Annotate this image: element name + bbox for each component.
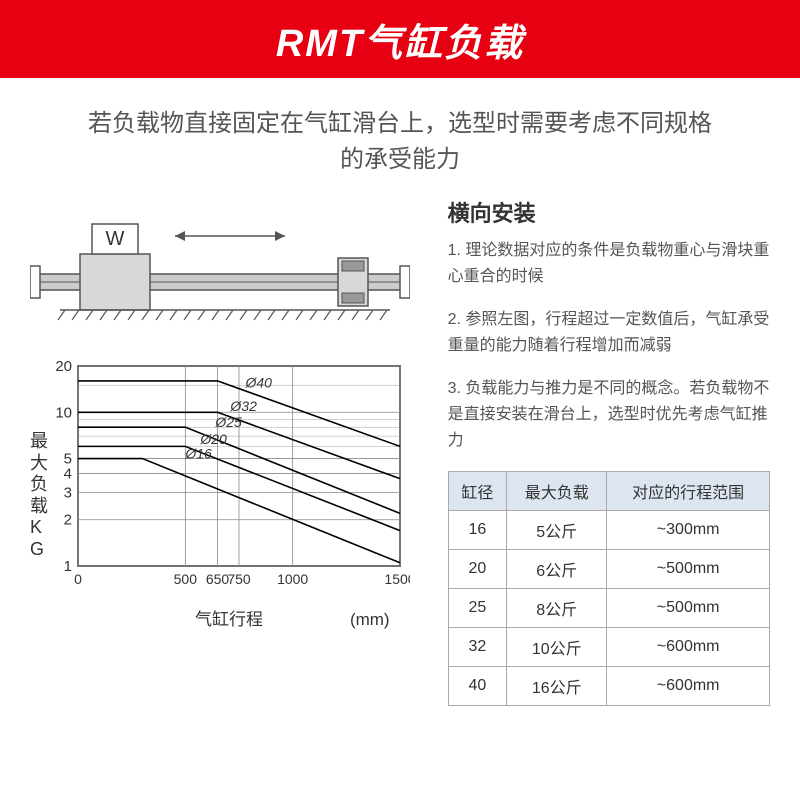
svg-text:10: 10 [55,404,72,421]
left-column: W 最大负载KG 1 2 3 45 10 20 0 500 650750 1000 1500 Ø40 Ø… [30,196,430,706]
svg-text:W: W [106,228,125,250]
table-row: 3210公斤~600mm [448,628,769,667]
svg-text:0: 0 [74,571,82,587]
svg-text:Ø32: Ø32 [229,398,257,414]
note-item: 3. 负载能力与推力是不同的概念。若负载物不是直接安装在滑台上，选型时优先考虑气… [448,376,770,453]
cylinder-diagram: W [30,196,430,326]
header-banner: RMT气缸负载 [0,0,800,78]
main-content: W 最大负载KG 1 2 3 45 10 20 0 500 650750 1000 1500 Ø40 Ø… [0,196,800,706]
y-axis-label: 最大负载KG [30,431,50,561]
svg-text:3: 3 [64,485,72,502]
svg-text:2: 2 [64,512,72,529]
table-row: 165公斤~300mm [448,511,769,550]
note-item: 1. 理论数据对应的条件是负载物重心与滑块重心重合的时候 [448,238,770,289]
table-row: 258公斤~500mm [448,589,769,628]
table-header: 对应的行程范围 [607,472,770,511]
svg-text:20: 20 [55,358,72,375]
page-title: RMT气缸负载 [276,12,524,67]
svg-text:Ø16: Ø16 [184,446,212,462]
svg-text:Ø40: Ø40 [244,374,272,390]
svg-text:5: 5 [64,451,72,468]
right-column: 横向安装 1. 理论数据对应的条件是负载物重心与滑块重心重合的时候 2. 参照左图… [430,196,770,706]
svg-text:4: 4 [64,465,72,482]
note-item: 2. 参照左图，行程超过一定数值后，气缸承受重量的能力随着行程增加而减弱 [448,307,770,358]
svg-text:Ø25: Ø25 [214,414,242,430]
notes-list: 1. 理论数据对应的条件是负载物重心与滑块重心重合的时候 2. 参照左图，行程超过… [448,238,770,453]
x-axis-label: 气缸行程 [195,605,263,630]
svg-text:650: 650 [206,571,230,587]
svg-text:750: 750 [227,571,251,587]
table-row: 4016公斤~600mm [448,667,769,706]
svg-text:1500: 1500 [384,571,410,587]
svg-text:1: 1 [64,558,72,575]
load-table: 缸径最大负载对应的行程范围165公斤~300mm206公斤~500mm258公斤… [448,471,770,706]
load-chart: 最大负载KG 1 2 3 45 10 20 0 500 650750 1000 1500 Ø40 Ø32… [30,356,430,626]
x-axis-unit: (mm) [350,610,390,630]
svg-text:500: 500 [174,571,198,587]
svg-text:1000: 1000 [277,571,308,587]
table-row: 206公斤~500mm [448,550,769,589]
table-header: 缸径 [448,472,507,511]
section-title: 横向安装 [448,196,770,228]
table-header: 最大负载 [507,472,607,511]
subtitle-text: 若负载物直接固定在气缸滑台上，选型时需要考虑不同规格的承受能力 [0,78,800,196]
